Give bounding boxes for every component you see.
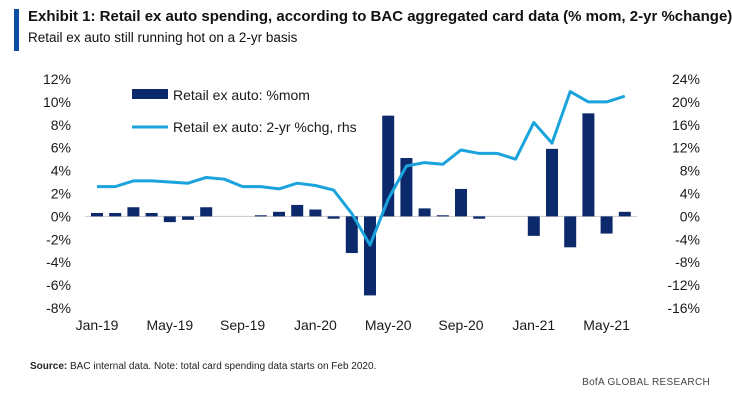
bar-Aug-20 bbox=[436, 215, 449, 217]
right-tick-label: 20% bbox=[672, 94, 700, 110]
bar-Sep-20 bbox=[455, 188, 467, 217]
source-label: Source: bbox=[30, 361, 68, 372]
x-tick-label: Sep-19 bbox=[220, 317, 265, 333]
right-tick-label: 0% bbox=[680, 208, 700, 224]
left-tick-label: -8% bbox=[46, 300, 71, 316]
bar-Feb-21 bbox=[546, 148, 558, 217]
right-axis: -16% -12% -8% -4% 0% 4% 8% 12% 16% 20% 24% bbox=[667, 71, 700, 316]
source-text: BAC internal data. Note: total card spen… bbox=[70, 361, 377, 372]
bar-Jun-19 bbox=[182, 216, 194, 220]
right-tick-label: -8% bbox=[675, 254, 700, 270]
x-axis: Jan-19 May-19 Sep-19 Jan-20 May-20 Sep-20 Jan-… bbox=[76, 317, 631, 333]
left-tick-label: 6% bbox=[51, 140, 71, 156]
bar-Oct-20 bbox=[473, 216, 486, 219]
bar-Jan-20 bbox=[309, 209, 322, 217]
left-tick-label: -4% bbox=[46, 254, 71, 270]
bar-May-21 bbox=[600, 216, 613, 234]
bar-Mar-20 bbox=[345, 216, 358, 254]
bar-Nov-19 bbox=[273, 211, 285, 217]
bar-Jul-20 bbox=[418, 208, 431, 217]
bar-Jul-19 bbox=[200, 207, 213, 217]
left-tick-label: 12% bbox=[43, 71, 71, 87]
x-tick-label: Jan-20 bbox=[294, 317, 337, 333]
x-tick-label: Jan-21 bbox=[512, 317, 555, 333]
bar-Oct-19 bbox=[254, 215, 267, 217]
legend: Retail ex auto: %mom Retail ex auto: 2-y… bbox=[132, 87, 357, 135]
bar-Feb-19 bbox=[109, 212, 122, 217]
bar-Jan-19 bbox=[91, 212, 103, 217]
right-tick-label: -12% bbox=[667, 277, 700, 293]
line-series-2yr bbox=[97, 90, 626, 247]
bar-Jun-21 bbox=[618, 211, 631, 217]
bar-Apr-19 bbox=[145, 212, 158, 217]
title-accent-bar bbox=[14, 9, 19, 51]
x-tick-label: Sep-20 bbox=[438, 317, 483, 333]
right-tick-label: 12% bbox=[672, 140, 700, 156]
chart-title: Exhibit 1: Retail ex auto spending, acco… bbox=[28, 8, 732, 25]
bar-Mar-21 bbox=[564, 216, 577, 248]
legend-label-line: Retail ex auto: 2-yr %chg, rhs bbox=[173, 119, 357, 135]
x-tick-label: May-21 bbox=[583, 317, 630, 333]
chart-subtitle: Retail ex auto still running hot on a 2-… bbox=[28, 30, 298, 45]
right-tick-label: 24% bbox=[672, 71, 700, 87]
bar-Feb-20 bbox=[327, 216, 340, 219]
bar-Apr-21 bbox=[582, 113, 595, 217]
right-tick-label: 4% bbox=[680, 186, 700, 202]
bar-Apr-20 bbox=[364, 216, 376, 296]
x-tick-label: May-20 bbox=[365, 317, 412, 333]
bar-Mar-19 bbox=[127, 207, 140, 217]
right-tick-label: -16% bbox=[667, 300, 700, 316]
left-axis: -8% -6% -4% -2% 0% 2% 4% 6% 8% 10% 12% bbox=[43, 71, 71, 316]
left-tick-label: 4% bbox=[51, 163, 71, 179]
legend-label-bar: Retail ex auto: %mom bbox=[173, 87, 310, 103]
left-tick-label: -2% bbox=[46, 231, 71, 247]
left-tick-label: 10% bbox=[43, 94, 71, 110]
bar-May-19 bbox=[163, 216, 176, 223]
bar-Jan-21 bbox=[527, 216, 540, 236]
left-tick-label: 8% bbox=[51, 117, 71, 133]
bar-Dec-19 bbox=[291, 204, 304, 217]
left-tick-label: 2% bbox=[51, 186, 71, 202]
x-tick-label: Jan-19 bbox=[76, 317, 119, 333]
left-tick-label: -6% bbox=[46, 277, 71, 293]
x-tick-label: May-19 bbox=[146, 317, 193, 333]
brand-footer: BofA GLOBAL RESEARCH bbox=[582, 377, 710, 388]
chart-canvas: -8% -6% -4% -2% 0% 2% 4% 6% 8% 10% 12% -16% -12% -8%… bbox=[43, 71, 700, 333]
right-tick-label: 16% bbox=[672, 117, 700, 133]
left-tick-label: 0% bbox=[51, 208, 71, 224]
legend-swatch-bar bbox=[132, 89, 168, 99]
source-note: Source: BAC internal data. Note: total c… bbox=[30, 361, 376, 372]
right-tick-label: 8% bbox=[680, 163, 700, 179]
right-tick-label: -4% bbox=[675, 231, 700, 247]
